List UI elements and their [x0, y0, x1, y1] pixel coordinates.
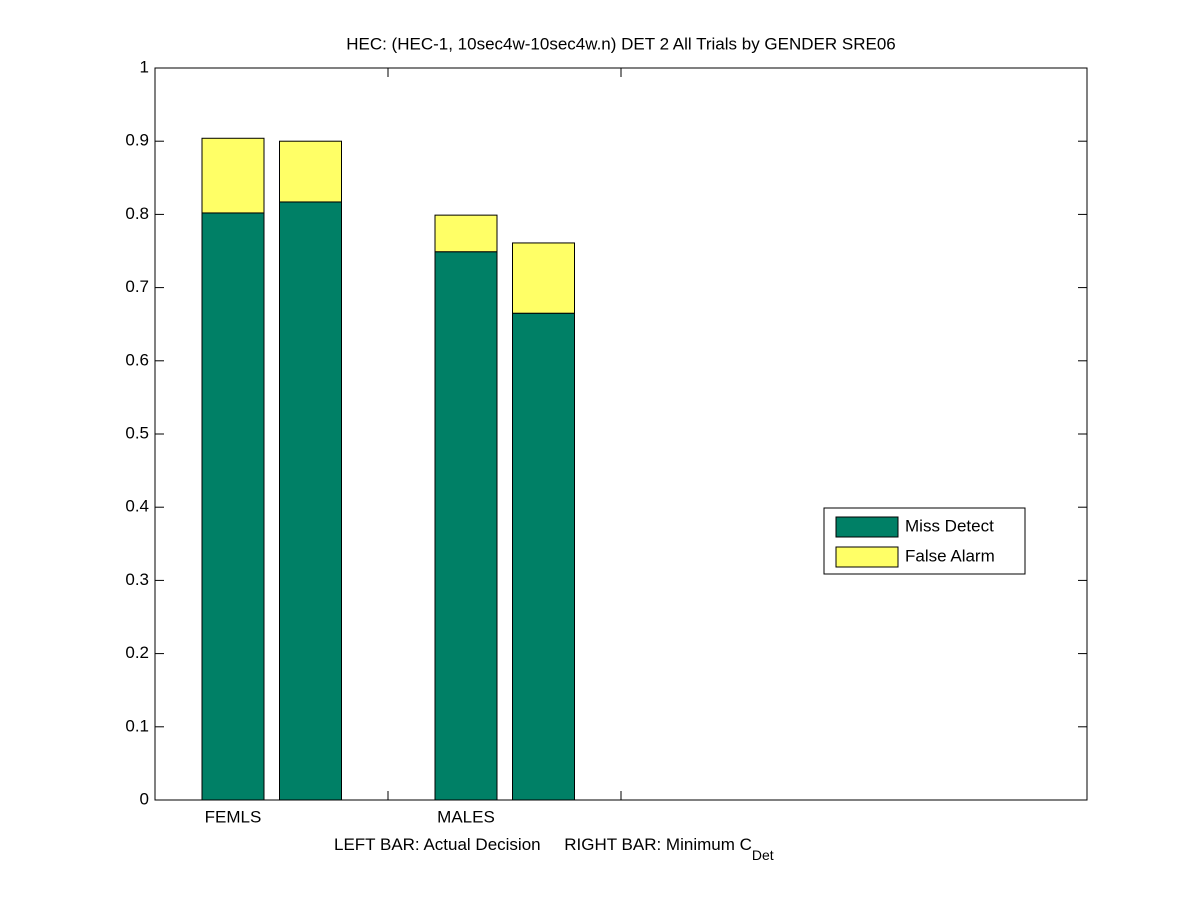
y-tick-label: 0.5: [125, 423, 149, 442]
chart-title: HEC: (HEC-1, 10sec4w-10sec4w.n) DET 2 Al…: [346, 34, 896, 53]
x-label-main: LEFT BAR: Actual Decision RIGHT BAR: Min…: [334, 835, 752, 854]
x-label-subscript: Det: [752, 847, 774, 863]
x-axis-label: LEFT BAR: Actual Decision RIGHT BAR: Min…: [334, 835, 774, 862]
y-tick-label: 0.1: [125, 716, 149, 735]
legend-swatch: [835, 546, 899, 568]
y-tick-label: 0.9: [125, 131, 149, 150]
x-tick-label: FEMLS: [205, 807, 262, 826]
bar: [201, 212, 265, 801]
y-tick-label: 1: [140, 57, 149, 76]
y-tick-label: 0.3: [125, 570, 149, 589]
legend-label: False Alarm: [905, 546, 995, 565]
bar: [434, 214, 498, 253]
y-tick-label: 0.4: [125, 497, 149, 516]
bar: [201, 137, 265, 214]
bar: [434, 251, 498, 801]
y-tick-label: 0.8: [125, 204, 149, 223]
bar: [279, 201, 342, 801]
y-tick-label: 0.6: [125, 350, 149, 369]
y-tick-label: 0.2: [125, 643, 149, 662]
y-tick-label: 0: [140, 789, 149, 808]
y-tick-label: 0.7: [125, 277, 149, 296]
bar: [279, 140, 342, 203]
legend-swatch: [835, 516, 899, 538]
legend-label: Miss Detect: [905, 516, 994, 535]
bar: [512, 312, 575, 801]
x-tick-label: MALES: [437, 807, 495, 826]
bar: [512, 242, 575, 314]
